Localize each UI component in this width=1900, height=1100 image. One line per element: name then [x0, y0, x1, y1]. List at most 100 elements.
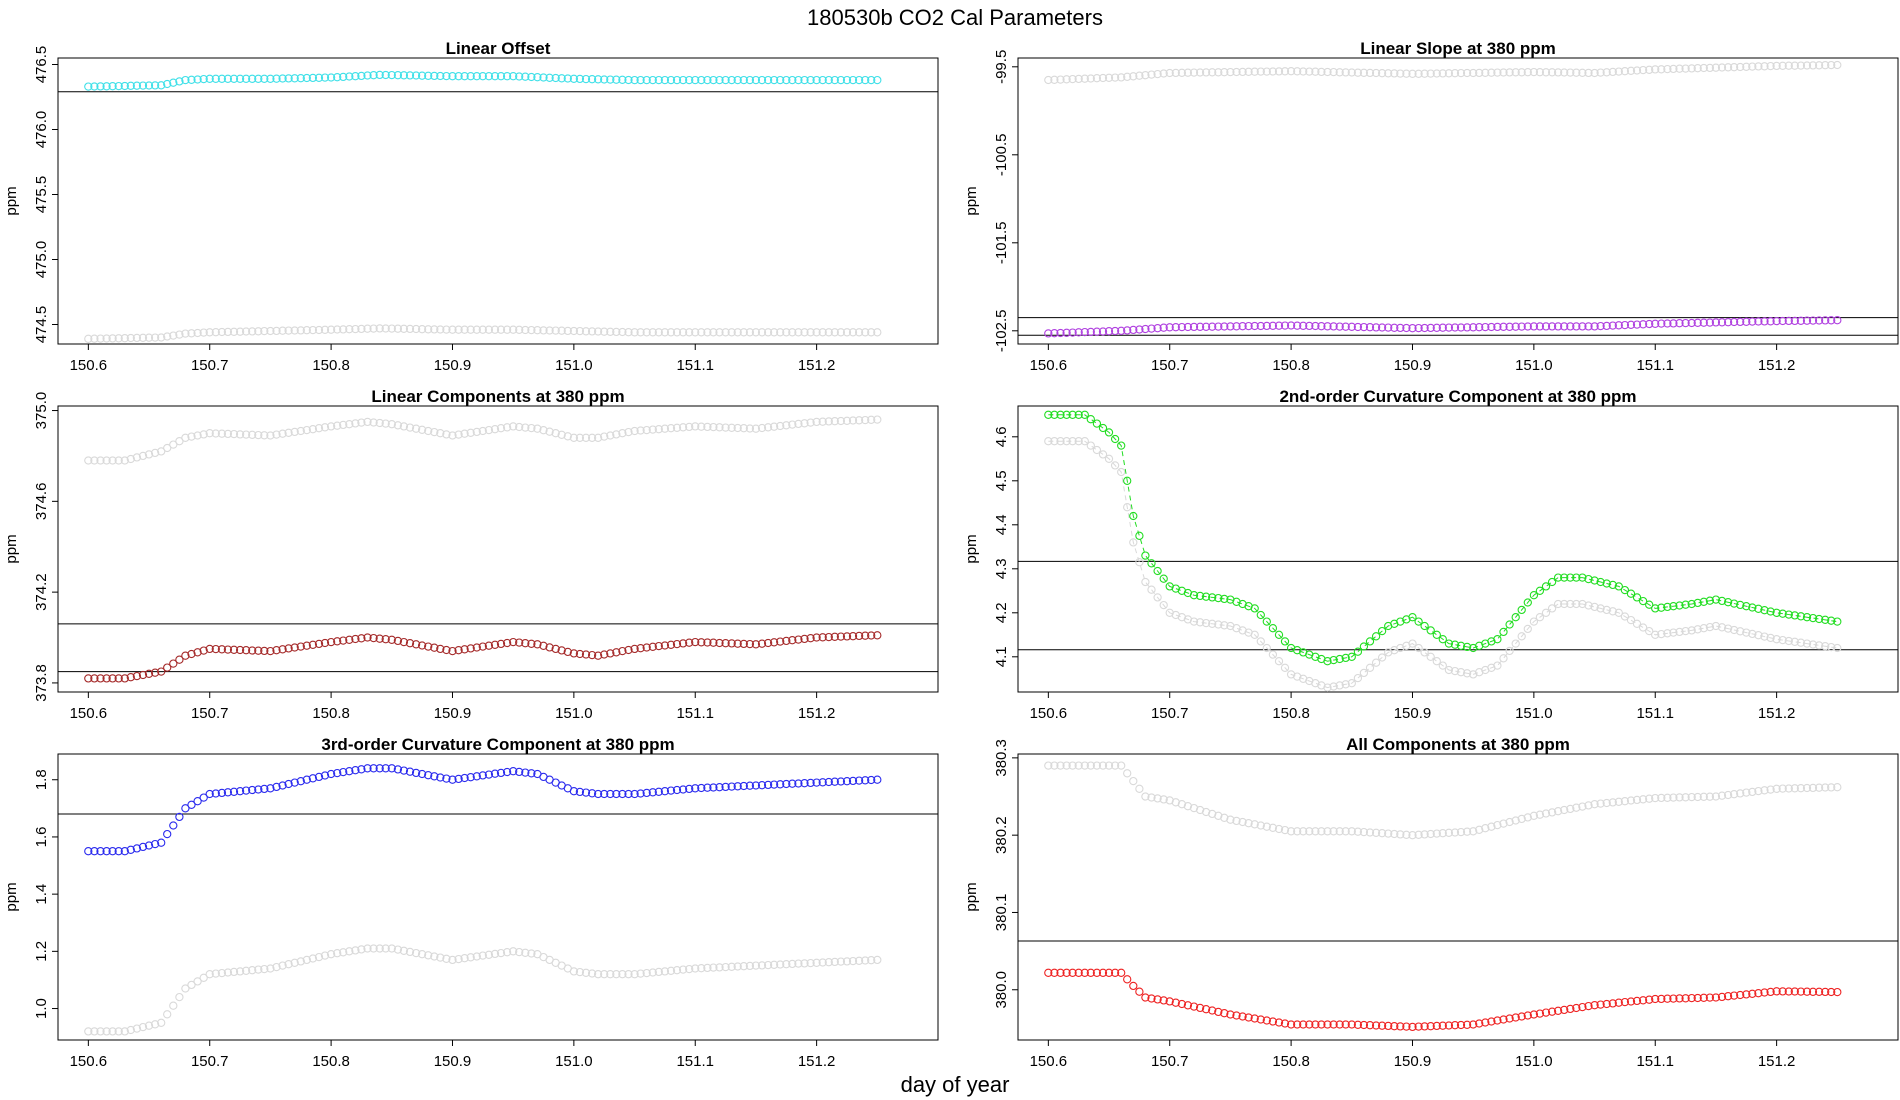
- data-point: [1754, 317, 1763, 326]
- data-point: [1414, 1022, 1423, 1031]
- data-point: [351, 634, 360, 644]
- data-point: [1408, 831, 1417, 840]
- data-point: [126, 673, 135, 682]
- data-point: [1541, 608, 1551, 617]
- data-point: [1620, 797, 1630, 806]
- data-point: [1286, 827, 1296, 836]
- data-point: [326, 422, 336, 431]
- data-point: [861, 75, 870, 85]
- data-point: [308, 325, 318, 335]
- data-point: [1529, 617, 1539, 626]
- data-point: [217, 645, 227, 654]
- data-point: [381, 635, 390, 644]
- data-point: [794, 635, 803, 644]
- data-point: [460, 429, 469, 438]
- data-point: [1760, 632, 1769, 641]
- data-point: [1833, 987, 1842, 997]
- data-point: [1535, 613, 1545, 622]
- data-point: [1729, 599, 1739, 608]
- data-point: [369, 418, 378, 427]
- data-point: [818, 328, 827, 337]
- data-point: [1183, 68, 1193, 77]
- data-point: [1305, 321, 1314, 331]
- data-point: [1790, 637, 1799, 646]
- data-point: [1511, 322, 1520, 331]
- data-point: [387, 324, 396, 333]
- data-point: [241, 786, 251, 795]
- data-point: [685, 328, 694, 337]
- data-point: [1748, 62, 1757, 71]
- data-point: [90, 847, 99, 856]
- data-point: [1651, 604, 1660, 613]
- data-point: [272, 326, 281, 336]
- data-point: [339, 420, 348, 430]
- data-point: [345, 420, 354, 429]
- data-point: [739, 75, 748, 85]
- data-point: [1201, 322, 1211, 331]
- data-point: [545, 73, 554, 82]
- data-point: [1414, 643, 1423, 653]
- data-point: [454, 646, 463, 655]
- data-point: [1535, 586, 1545, 595]
- data-point: [745, 424, 755, 433]
- data-point: [1760, 988, 1769, 997]
- data-point: [333, 637, 342, 646]
- data-point: [666, 966, 676, 975]
- data-point: [266, 326, 275, 336]
- data-point: [691, 422, 700, 431]
- data-point: [1499, 654, 1508, 663]
- data-point: [308, 774, 318, 783]
- data-point: [1347, 68, 1356, 77]
- x-tick-label: 150.9: [1394, 1053, 1432, 1070]
- data-point: [502, 948, 512, 957]
- x-tick-label: 151.2: [798, 705, 836, 722]
- data-point: [1566, 573, 1575, 582]
- data-point: [1226, 322, 1235, 331]
- data-point: [1578, 1002, 1587, 1012]
- data-point: [1080, 761, 1089, 770]
- data-series: [84, 764, 882, 856]
- data-point: [1444, 1021, 1454, 1030]
- data-point: [1766, 607, 1775, 616]
- data-point: [1250, 1014, 1259, 1023]
- data-point: [539, 73, 548, 82]
- data-point: [1760, 786, 1769, 795]
- data-point: [1560, 805, 1569, 815]
- data-point: [1250, 604, 1259, 613]
- data-point: [812, 633, 821, 642]
- data-point: [102, 674, 111, 683]
- data-point: [1390, 323, 1399, 332]
- data-point: [1080, 74, 1089, 83]
- data-point: [539, 426, 548, 435]
- data-point: [606, 327, 615, 336]
- data-point: [1426, 323, 1435, 333]
- data-point: [1365, 1021, 1375, 1030]
- data-point: [788, 636, 797, 645]
- data-point: [387, 764, 396, 773]
- data-point: [1390, 69, 1399, 78]
- data-point: [1195, 1003, 1205, 1013]
- data-point: [1651, 994, 1660, 1004]
- data-point: [745, 328, 755, 337]
- data-point: [776, 328, 785, 337]
- data-point: [430, 952, 439, 961]
- data-point: [727, 782, 736, 791]
- data-point: [417, 425, 427, 434]
- data-point: [1481, 68, 1490, 77]
- data-point: [1117, 326, 1126, 335]
- data-point: [296, 957, 305, 966]
- data-point: [654, 967, 663, 977]
- data-point: [1717, 623, 1727, 632]
- data-point: [1742, 990, 1751, 999]
- x-tick-label: 151.2: [1758, 357, 1796, 374]
- data-point: [187, 649, 196, 659]
- data-point: [223, 968, 233, 977]
- data-point: [1110, 326, 1120, 336]
- data-point: [284, 960, 293, 969]
- data-point: [1796, 987, 1806, 996]
- data-point: [1438, 1021, 1447, 1030]
- data-point: [1177, 68, 1187, 77]
- data-point: [1651, 65, 1660, 74]
- data-point: [1814, 987, 1824, 996]
- data-point: [1165, 796, 1174, 805]
